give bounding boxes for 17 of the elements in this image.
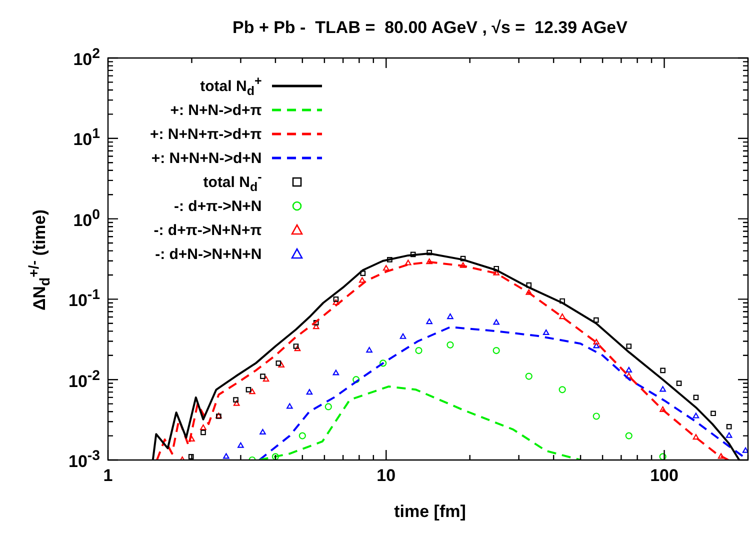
y-tick-label: 10$^{-1}$	[68, 287, 100, 312]
legend-label: -: d+π->N+N+π	[154, 222, 262, 238]
x-axis-title: time [fm]	[393, 502, 467, 522]
y-tick-label: 10$^{-3}$	[68, 448, 100, 472]
y-tick-label: 10$^{1}$	[73, 126, 100, 150]
x-tick-label: 10	[376, 466, 396, 485]
legend-label: +: N+N+π->d+π	[150, 126, 262, 142]
chart-title: Pb + Pb - TLAB = 80.00 AGeV , √s = 12.39 AGeV	[232, 18, 628, 38]
legend-label: -: d+π->N+N	[174, 198, 262, 214]
y-tick-label: 10$^{-2}$	[68, 368, 100, 392]
x-tick-label: 1	[103, 466, 113, 485]
legend-label: -: d+N->N+N+N	[155, 246, 262, 262]
legend-label: +: N+N+N->d+N	[151, 150, 262, 166]
y-tick-label: 10$^{2}$	[73, 46, 100, 70]
legend-label: +: N+N->d+π	[170, 102, 262, 118]
y-tick-label: 10$^{0}$	[73, 206, 100, 231]
x-tick-label: 100	[650, 466, 678, 485]
